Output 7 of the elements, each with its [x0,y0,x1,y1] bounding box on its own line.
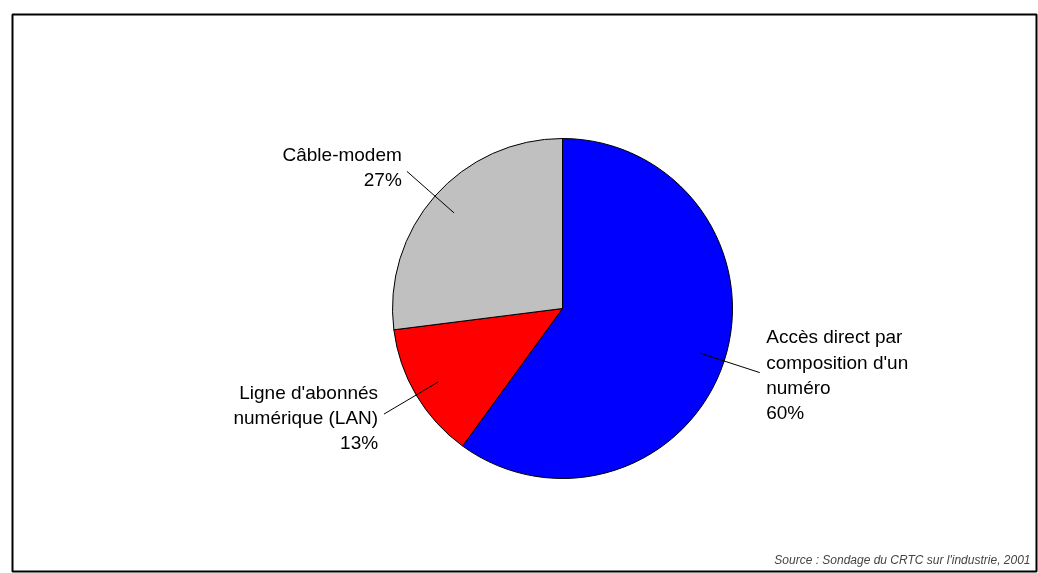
slice-label: Câble-modem [282,143,402,165]
slice-label: Accès direct par composition d'un numéro [766,326,909,398]
slice-label: Ligne d'abonnés numérique (LAN) [233,381,379,429]
source-note: Source : Sondage du CRTC sur l'industrie, 2001 [774,552,1031,567]
data-label: 13% [340,432,379,454]
data-label: 27% [363,168,402,190]
data-label: 60% [766,401,805,423]
